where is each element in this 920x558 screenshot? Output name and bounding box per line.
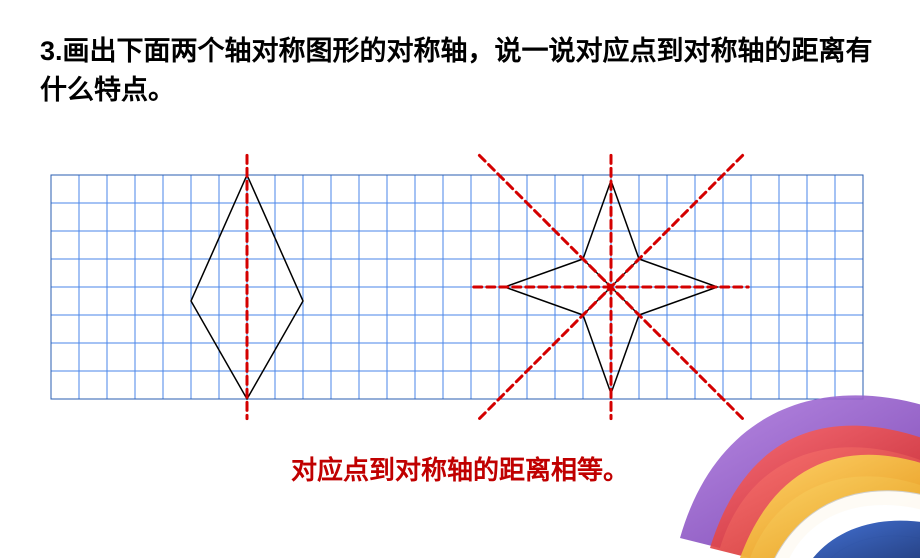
answer-text: 对应点到对称轴的距离相等。 (0, 450, 920, 487)
question-text: 3.画出下面两个轴对称图形的对称轴，说一说对应点到对称轴的距离有什么特点。 (40, 32, 880, 110)
diagram-svg (50, 150, 864, 424)
diagram-container (50, 150, 864, 429)
